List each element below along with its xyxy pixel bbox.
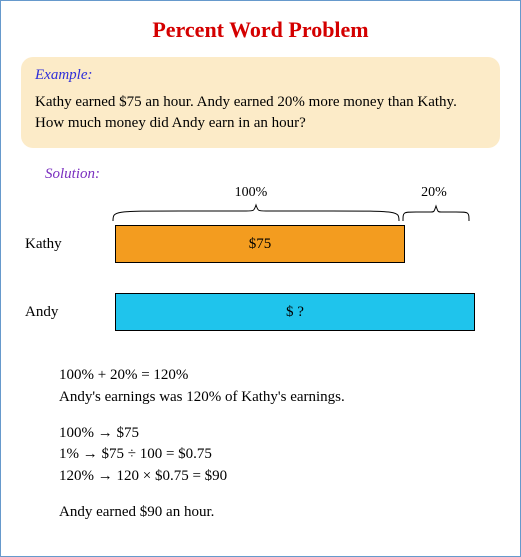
example-text: Kathy earned $75 an hour. Andy earned 20…: [35, 92, 486, 134]
bar2-name: Andy: [21, 304, 115, 321]
work-line-5: 120% → 120 × $0.75 = $90: [59, 466, 500, 488]
example-label: Example:: [35, 67, 486, 84]
work-steps: 100% + 20% = 120% Andy's earnings was 12…: [59, 365, 500, 524]
brace-100-label: 100%: [211, 185, 291, 201]
work-line-6: Andy earned $90 an hour.: [59, 502, 500, 524]
example-box: Example: Kathy earned $75 an hour. Andy …: [21, 57, 500, 148]
work-line-1: 100% + 20% = 120%: [59, 365, 500, 387]
brace-100: [111, 203, 401, 223]
work-line-2: Andy's earnings was 120% of Kathy's earn…: [59, 387, 500, 409]
bar1-name: Kathy: [21, 236, 115, 253]
page-container: Percent Word Problem Example: Kathy earn…: [0, 0, 521, 557]
bar2-value: $ ?: [286, 304, 304, 321]
brace-20: [401, 203, 471, 223]
brace-20-label: 20%: [409, 185, 459, 201]
work-line-4: 1% → $75 ÷ 100 = $0.75: [59, 444, 500, 466]
work-line-3: 100% → $75: [59, 423, 500, 445]
bar1: $75: [115, 225, 405, 263]
bar-row-andy: Andy $ ?: [21, 293, 500, 331]
page-title: Percent Word Problem: [21, 17, 500, 43]
solution-label: Solution:: [45, 166, 500, 183]
bar-row-kathy: Kathy $75: [21, 225, 500, 263]
bar1-value: $75: [249, 236, 272, 253]
diagram: 100% 20% Kathy $75 Andy $ ?: [21, 185, 500, 355]
bar2: $ ?: [115, 293, 475, 331]
